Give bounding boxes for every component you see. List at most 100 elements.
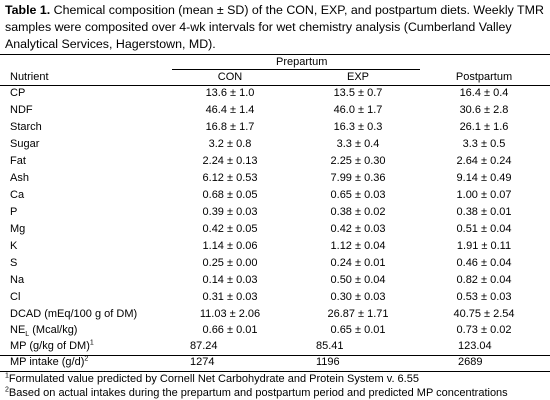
con-cell: 13.6 ± 1.0 [205, 87, 255, 99]
con-cell: 11.03 ± 2.06 [199, 308, 261, 320]
table-row: Sugar 3.2 ± 0.8 3.3 ± 0.4 3.3 ± 0.5 [0, 136, 550, 153]
mp-intake-label: MP intake (g/d) [10, 356, 85, 368]
table-row: Mg 0.42 ± 0.05 0.42 ± 0.03 0.51 ± 0.04 [0, 221, 550, 238]
footnote-2-text: Based on actual intakes during the prepa… [8, 387, 508, 399]
nel-subscript: L [25, 331, 30, 339]
footnote-2-mark: 2 [5, 386, 9, 394]
exp-cell: 16.3 ± 0.3 [333, 121, 383, 133]
header-nutrient: Nutrient [10, 71, 49, 83]
nutrient-cell: NDF [10, 104, 33, 116]
nutrient-cell: K [10, 240, 18, 252]
nutrient-cell: Na [10, 274, 25, 286]
caption-text: Chemical composition (mean ± SD) of the … [5, 3, 544, 51]
footnote-1-text: Formulated value predicted by Cornell Ne… [8, 373, 419, 385]
nutrient-cell: Sugar [10, 138, 40, 150]
postpartum-cell: 1.00 ± 0.07 [456, 189, 512, 201]
postpartum-cell: 2689 [458, 356, 483, 368]
postpartum-cell: 0.51 ± 0.04 [456, 223, 512, 235]
table-row: K 1.14 ± 0.06 1.12 ± 0.04 1.91 ± 0.11 [0, 238, 550, 255]
mp-label: MP (g/kg of DM) [10, 340, 90, 352]
con-cell: 1.14 ± 0.06 [202, 240, 258, 252]
con-cell: 3.2 ± 0.8 [208, 138, 252, 150]
nutrient-cell: Fat [10, 155, 26, 167]
exp-cell: 1196 [316, 356, 340, 368]
postpartum-cell: 0.38 ± 0.01 [456, 206, 512, 218]
con-cell: 16.8 ± 1.7 [205, 121, 255, 133]
table-caption: Table 1. Chemical composition (mean ± SD… [5, 2, 545, 53]
exp-cell: 13.5 ± 0.7 [333, 87, 383, 99]
con-cell: 87.24 [190, 340, 218, 352]
postpartum-cell: 30.6 ± 2.8 [459, 104, 509, 116]
nutrient-cell: Cl [10, 291, 21, 303]
table-row: Na 0.14 ± 0.03 0.50 ± 0.04 0.82 ± 0.04 [0, 272, 550, 289]
table-label: Table 1. [5, 3, 51, 17]
header-con: CON [217, 71, 243, 83]
con-cell: 0.68 ± 0.05 [202, 189, 258, 201]
exp-cell: 1.12 ± 0.04 [330, 240, 386, 252]
mp-intake-top-rule [0, 355, 550, 356]
nel-label: NE [10, 324, 26, 336]
nutrient-cell: DCAD (mEq/100 g of DM) [10, 308, 138, 320]
con-cell: 6.12 ± 0.53 [202, 172, 258, 184]
nutrient-cell: NEL (Mcal/kg) [10, 322, 77, 339]
table-row-nel: NEL (Mcal/kg) 0.66 ± 0.01 0.65 ± 0.01 0.… [0, 322, 550, 339]
exp-cell: 85.41 [316, 340, 344, 352]
nutrient-cell: Ash [10, 172, 29, 184]
exp-cell: 0.30 ± 0.03 [330, 291, 386, 303]
table-row-mp: MP (g/kg of DM)1 87.24 85.41 123.04 [0, 338, 550, 355]
nutrient-cell: Starch [10, 121, 42, 133]
con-cell: 1274 [190, 356, 215, 368]
postpartum-cell: 3.3 ± 0.5 [462, 138, 506, 150]
table-row: Ca 0.68 ± 0.05 0.65 ± 0.03 1.00 ± 0.07 [0, 187, 550, 204]
table-row: DCAD (mEq/100 g of DM) 11.03 ± 2.06 26.87 … [0, 306, 550, 323]
table-row: CP 13.6 ± 1.0 13.5 ± 0.7 16.4 ± 0.4 [0, 85, 550, 102]
exp-cell: 0.65 ± 0.01 [330, 324, 386, 336]
mp-intake-footnote-mark: 2 [84, 355, 89, 363]
postpartum-cell: 0.73 ± 0.02 [456, 324, 512, 336]
table-row: Ash 6.12 ± 0.53 7.99 ± 0.36 9.14 ± 0.49 [0, 170, 550, 187]
postpartum-cell: 40.75 ± 2.54 [453, 308, 515, 320]
table-row: P 0.39 ± 0.03 0.38 ± 0.02 0.38 ± 0.01 [0, 204, 550, 221]
header-exp: EXP [346, 71, 369, 83]
nutrient-cell: Mg [10, 223, 26, 235]
nutrient-cell: MP intake (g/d)2 [10, 354, 88, 371]
exp-cell: 0.24 ± 0.01 [330, 257, 386, 269]
header-postpartum: Postpartum [455, 71, 513, 83]
footnote-1-mark: 1 [5, 372, 9, 380]
mp-footnote-mark: 1 [89, 339, 94, 347]
con-cell: 46.4 ± 1.4 [205, 104, 255, 116]
nutrient-cell: Ca [10, 189, 25, 201]
exp-cell: 3.3 ± 0.4 [336, 138, 380, 150]
nutrient-cell: S [10, 257, 18, 269]
nutrient-cell: CP [10, 87, 26, 99]
con-cell: 2.24 ± 0.13 [202, 155, 258, 167]
table-row: Fat 2.24 ± 0.13 2.25 ± 0.30 2.64 ± 0.24 [0, 153, 550, 170]
footnote-1: 1Formulated value predicted by Cornell N… [5, 372, 419, 386]
table-row: Cl 0.31 ± 0.03 0.30 ± 0.03 0.53 ± 0.03 [0, 289, 550, 306]
exp-cell: 0.42 ± 0.03 [330, 223, 386, 235]
con-cell: 0.25 ± 0.00 [202, 257, 258, 269]
exp-cell: 0.38 ± 0.02 [330, 206, 386, 218]
footnote-2: 2Based on actual intakes during the prep… [5, 386, 508, 400]
postpartum-cell: 0.53 ± 0.03 [456, 291, 512, 303]
table-row-mp-intake: MP intake (g/d)2 1274 1196 2689 [0, 354, 550, 371]
header-rule [0, 85, 550, 86]
exp-cell: 26.87 ± 1.71 [327, 308, 389, 320]
table-row: Starch 16.8 ± 1.7 16.3 ± 0.3 26.1 ± 1.6 [0, 119, 550, 136]
con-cell: 0.14 ± 0.03 [202, 274, 258, 286]
exp-cell: 0.65 ± 0.03 [330, 189, 386, 201]
exp-cell: 2.25 ± 0.30 [330, 155, 386, 167]
postpartum-cell: 0.82 ± 0.04 [456, 274, 512, 286]
postpartum-cell: 1.91 ± 0.11 [456, 240, 512, 252]
nutrient-cell: MP (g/kg of DM)1 [10, 338, 94, 355]
postpartum-cell: 26.1 ± 1.6 [459, 121, 509, 133]
exp-cell: 7.99 ± 0.36 [330, 172, 386, 184]
bottom-rule [0, 371, 550, 372]
postpartum-cell: 9.14 ± 0.49 [456, 172, 512, 184]
nel-unit: (Mcal/kg) [29, 324, 78, 336]
exp-cell: 0.50 ± 0.04 [330, 274, 386, 286]
prepartum-underline [172, 69, 420, 70]
postpartum-cell: 0.46 ± 0.04 [456, 257, 512, 269]
con-cell: 0.66 ± 0.01 [202, 324, 258, 336]
